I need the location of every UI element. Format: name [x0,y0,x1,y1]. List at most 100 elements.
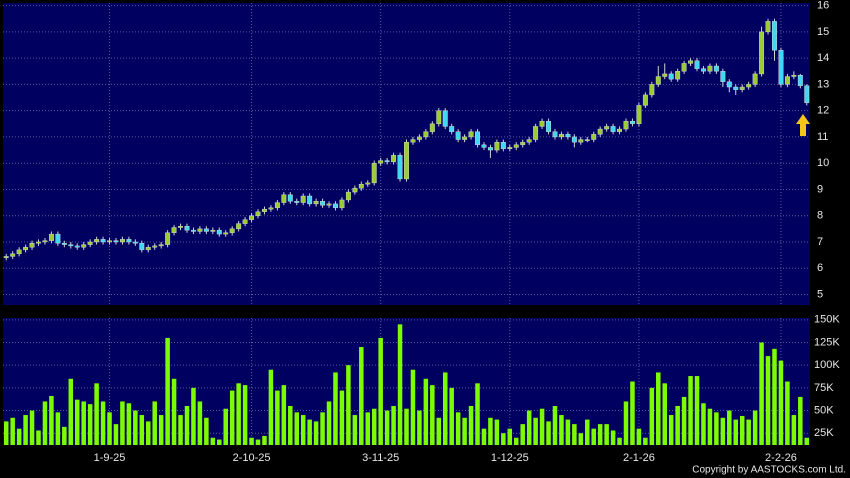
candle-body [107,240,112,243]
volume-bar [404,408,409,445]
volume-bar [746,419,751,445]
volume-bar [494,419,500,445]
candle-body [436,110,442,124]
y-tick-label: 16 [817,0,829,12]
volume-bar [288,405,293,445]
y-tick-label: 10 [817,157,829,169]
candle-body [487,147,493,151]
volume-bar [675,405,680,445]
candle-body [113,240,119,243]
volume-bar [23,415,28,445]
volume-bar [804,437,810,445]
candle-body [249,215,255,220]
candle-body [345,191,351,201]
volume-bar [430,385,435,445]
candle-body [726,81,732,88]
volume-bar [733,419,739,445]
candle-body [307,195,313,205]
candle-body [681,63,687,72]
volume-bar [100,401,106,445]
volume-bar [423,378,429,445]
candle-body [746,84,752,88]
candle-body [571,136,577,143]
candle-body [171,227,177,233]
volume-bar [255,439,261,445]
y-tick-label: 14 [817,52,829,64]
volume-bar [610,430,616,445]
volume-bar [204,417,209,445]
candle-body [513,144,519,148]
candle-body [649,84,655,96]
volume-tick-label: 125K [814,336,840,348]
y-tick-label: 13 [817,78,829,90]
volume-bar [300,415,306,445]
volume-bar [765,356,771,445]
volume-bar [662,383,667,445]
volume-bar [739,415,745,445]
volume-bar [178,415,183,445]
volume-bar [552,405,558,445]
candle-body [707,65,713,72]
volume-bar [3,421,9,445]
volume-bar [462,417,467,445]
x-tick-label: 1-9-25 [94,452,126,464]
volume-bar [688,376,693,445]
x-tick-label: 3-11-25 [362,452,399,464]
candle-body [333,203,338,209]
candle-body [81,244,87,248]
candle-body [662,73,668,77]
candle-body [294,201,300,203]
candle-body [165,232,171,245]
copyright: Copyright by AASTOCKS.com Ltd. [692,465,846,476]
candle-body [604,126,610,130]
candle-body [720,71,726,82]
volume-bar [714,412,719,445]
volume-bar [449,387,454,445]
candle-body [262,208,267,212]
volume-bar [307,419,312,445]
candle-body [216,229,222,235]
candle-body [242,219,248,224]
volume-bar [597,424,603,445]
volume-tick-label: 25K [814,427,834,439]
candle-body [610,126,616,132]
volume-bar [242,385,248,445]
candle-body [701,68,706,72]
y-tick-label: 5 [817,288,823,300]
candle-body [546,120,551,132]
volume-bar [656,372,661,445]
candle-body [203,228,209,232]
volume-bar [236,383,241,445]
y-tick-label: 7 [817,236,823,248]
volume-bar [468,405,474,445]
candle-body [365,182,371,185]
candle-body [655,76,661,85]
volume-bar [778,360,784,445]
volume-bar [636,428,642,445]
candle-body [675,71,681,80]
volume-bar [539,408,545,445]
candle-body [423,131,429,138]
volume-bar [727,410,732,445]
volume-bar [262,435,267,445]
candle-body [713,65,719,72]
volume-bar [294,412,300,445]
volume-bar [572,424,577,445]
candle-body [68,244,74,247]
candle-body [190,229,196,232]
volume-bar [223,408,228,445]
volume-bar [229,390,235,445]
candle-body [558,134,564,138]
candle-body [313,201,319,205]
candle-body [358,183,364,189]
volume-bar [42,401,48,445]
candle-body [139,243,145,251]
volume-bar [55,412,61,445]
candle-body [507,147,513,149]
candle-body [791,75,797,77]
volume-bar [533,417,538,445]
volume-bar [184,405,190,445]
volume-bar [643,437,648,445]
volume-bar [455,412,461,445]
candle-body [223,232,229,235]
